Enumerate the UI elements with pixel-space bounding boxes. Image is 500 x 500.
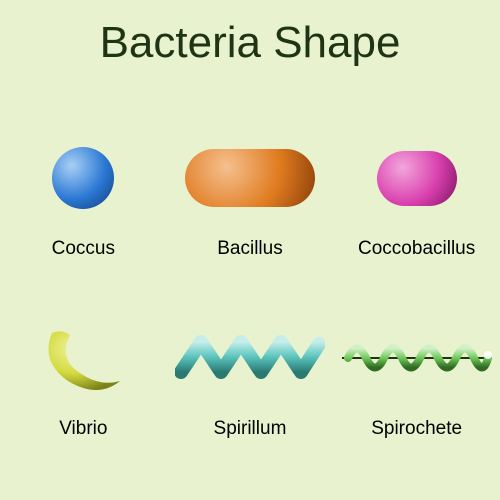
spirochete-label: Spirochete xyxy=(371,418,462,440)
cell-vibrio: Vibrio xyxy=(3,290,163,440)
coccobacillus-shape xyxy=(377,151,457,206)
coccus-shape xyxy=(52,147,114,209)
bacillus-shape xyxy=(185,149,315,207)
cell-spirochete: Spirochete xyxy=(337,290,497,440)
vibrio-label: Vibrio xyxy=(59,418,107,440)
coccus-label: Coccus xyxy=(52,238,115,260)
bacillus-label: Bacillus xyxy=(217,238,282,260)
cell-spirillum: Spirillum xyxy=(170,290,330,440)
row-1: Coccus Bacillus Coccobacillus xyxy=(0,110,500,260)
spirochete-shape xyxy=(342,333,492,383)
cell-bacillus: Bacillus xyxy=(170,110,330,260)
cell-coccus: Coccus xyxy=(3,110,163,260)
vibrio-shape xyxy=(40,323,126,393)
row-2: Vibrio Sp xyxy=(0,290,500,440)
spirillum-label: Spirillum xyxy=(214,418,287,440)
diagram-canvas: Bacteria Shape Coccus Bacillus Coccobaci… xyxy=(0,0,500,500)
coccobacillus-label: Coccobacillus xyxy=(358,238,475,260)
spirillum-shape xyxy=(175,328,325,388)
page-title: Bacteria Shape xyxy=(0,18,500,68)
cell-coccobacillus: Coccobacillus xyxy=(337,110,497,260)
